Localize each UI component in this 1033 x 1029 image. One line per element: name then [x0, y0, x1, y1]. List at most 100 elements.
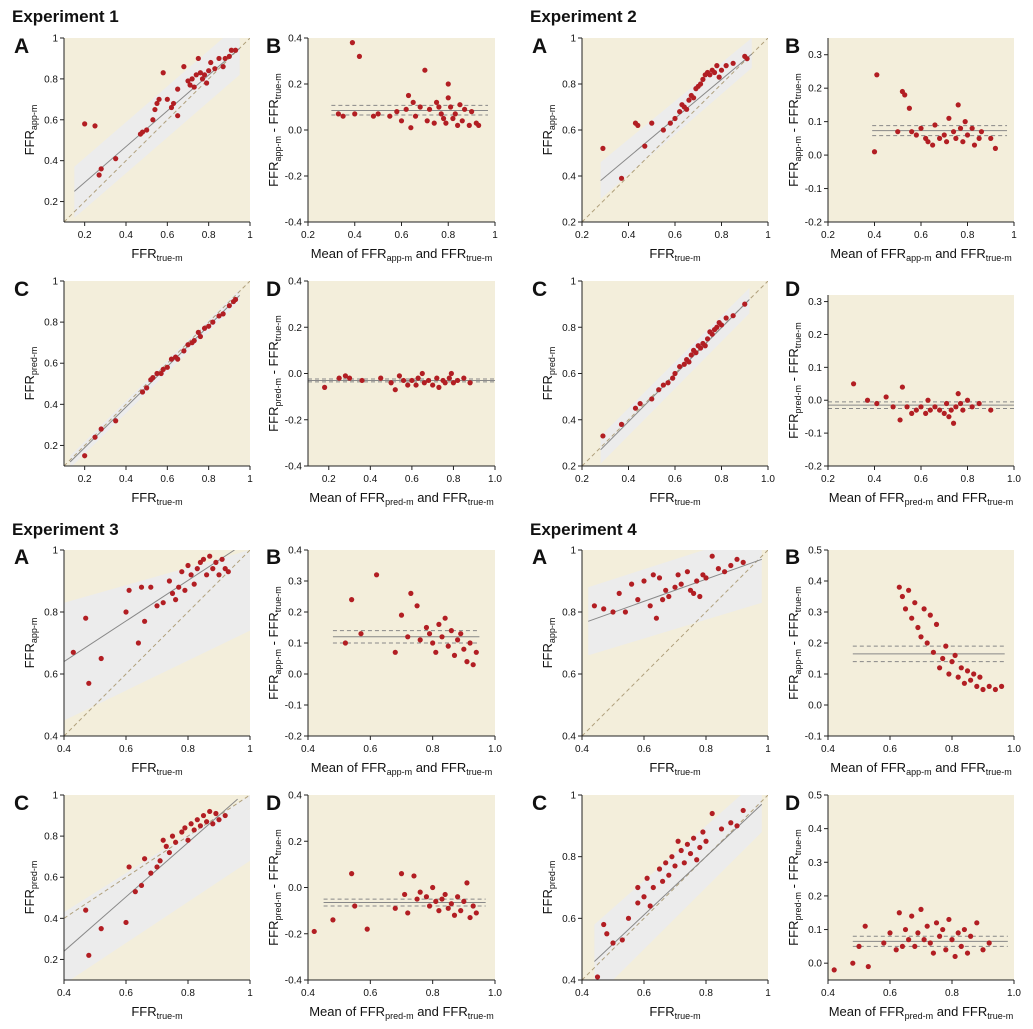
exp2-b-data-point [971, 142, 978, 148]
exp2-d-data-point [941, 410, 947, 416]
exp4-b-label-part: app-m [906, 767, 932, 777]
exp4-a-data-point [647, 603, 653, 609]
exp1-b-data-point [433, 99, 440, 105]
exp4-b-label-part: - FFR [786, 612, 801, 649]
exp3-a-label-part: FFR [22, 643, 37, 668]
exp1-b-y-tick-label: 0.0 [288, 126, 302, 137]
experiment-2-title: Experiment 2 [530, 7, 637, 26]
exp1-b-data-point [387, 113, 393, 119]
exp3-a-data-point [179, 569, 185, 575]
exp1-d-data-point [450, 380, 457, 386]
exp3-a-x-tick-label: 1 [247, 744, 253, 755]
exp4-d-x-axis-label: Mean of FFRpred-m and FFRtrue-m [829, 1004, 1014, 1021]
exp1-a-label-part: FFR [131, 246, 156, 261]
exp1-a-y-axis-label: FFRapp-m [22, 105, 39, 156]
exp4-b-data-point [961, 680, 968, 686]
exp2-d-data-point [976, 400, 982, 407]
exp3-a-fit-line [64, 550, 235, 663]
exp1-c-x-tick-label: 0.8 [202, 474, 216, 485]
exp1-d-data-point [396, 373, 403, 379]
exp1-a-data-point [160, 70, 166, 76]
exp2-a-y-tick-label: 0.8 [562, 80, 576, 91]
exp3-d-data-point [417, 889, 423, 895]
exp4-b-x-tick-label: 0.6 [883, 744, 897, 755]
exp2-c-data-point [656, 387, 662, 393]
exp2-d-data-point [953, 404, 959, 410]
exp4-c-data-point [663, 860, 669, 866]
exp3-a-data-point [191, 581, 197, 587]
exp3-b-label-part: true-m [466, 767, 492, 777]
exp3-c-data-point [204, 819, 210, 825]
exp4-d-data-point [986, 940, 992, 946]
exp2-d-data-point [923, 410, 929, 416]
exp3-b-x-tick-label: 1.0 [488, 744, 502, 755]
exp2-d-x-tick-label: 0.6 [914, 474, 928, 485]
exp3-c-data-point [188, 821, 194, 827]
exp2-d-data-point [960, 407, 966, 413]
exp2-b-data-point [976, 135, 982, 141]
exp1-d-label-part: - FFR [266, 341, 281, 378]
exp4-a-data-point [591, 603, 598, 609]
exp1-b-data-point [459, 118, 465, 124]
exp2-d-data-point [864, 397, 871, 403]
exp2-b-data-point [913, 132, 919, 138]
exp1-c-label-part: FFR [22, 375, 37, 400]
exp2-d-data-point [899, 384, 906, 390]
exp1-d-label-part: pred-m [273, 378, 283, 407]
exp2-b-data-point [988, 135, 994, 141]
exp2-d-label-part: FFR [786, 414, 801, 439]
exp2-b-x-tick-label: 1 [1011, 230, 1017, 241]
exp1-b-plot-area [308, 38, 495, 222]
exp1-b-data-point [436, 104, 442, 110]
exp2-c-x-axis-label: FFRtrue-m [649, 490, 700, 507]
exp1-c-label-part: FFR [131, 490, 156, 505]
exp1-a-label-part: true-m [157, 253, 183, 263]
exp1-b-data-point [447, 104, 454, 110]
exp2-d-y-tick-label: 0.2 [808, 330, 822, 341]
exp3-b-y-tick-label: -0.1 [285, 701, 303, 712]
exp1-b-data-point [375, 111, 381, 117]
exp3-b-data-point [473, 649, 479, 655]
exp3-a-x-tick-label: 0.8 [181, 744, 195, 755]
exp2-b-y-tick-label: 0.0 [808, 151, 822, 162]
exp3-c-data-point [126, 864, 132, 870]
exp1-d-label-part: pred-m [385, 497, 414, 507]
exp1-a-x-tick-label: 0.2 [78, 230, 92, 241]
exp4-c-data-point [644, 875, 650, 881]
exp2-d-data-point [969, 404, 975, 410]
exp1-b-data-point [438, 111, 444, 117]
exp1-d-x-tick-label: 0.4 [363, 474, 377, 485]
exp4-b-data-point [943, 643, 949, 649]
exp4-b-y-tick-label: 0.1 [808, 670, 822, 681]
exp3-d-data-point [423, 894, 430, 900]
exp4-d-data-point [856, 943, 862, 949]
exp2-a-x-tick-label: 0.4 [622, 230, 636, 241]
exp1-b-data-point [457, 102, 463, 108]
exp2-b-x-tick-label: 0.4 [868, 230, 882, 241]
exp3-a-data-point [160, 600, 166, 606]
exp2-b-label-part: Mean of FFR [830, 246, 906, 261]
exp3-a-data-point [123, 609, 129, 615]
exp3-d-data-point [458, 908, 464, 914]
exp1-d-data-point [359, 377, 365, 384]
exp2-b-x-axis-label: Mean of FFRapp-m and FFRtrue-m [830, 246, 1012, 263]
exp3-d-data-point [398, 871, 405, 877]
exp1-b-data-point [445, 95, 451, 101]
exp1-b-data-point [455, 122, 461, 128]
exp1-a-data-point [150, 117, 156, 123]
exp1-b-data-point [412, 113, 419, 119]
exp4-b-data-point [906, 587, 912, 593]
exp1-a-data-point [92, 123, 98, 129]
exp1-d-data-point [421, 380, 427, 386]
exp1-panel-letter-d: D [266, 278, 281, 301]
exp4-d-y-tick-label: 0.5 [808, 791, 822, 802]
exp3-panel-letter-b: B [266, 546, 281, 569]
exp4-a-data-point [678, 581, 684, 587]
exp3-c-label-part: true-m [157, 1011, 183, 1021]
exp4-b-data-point [924, 640, 930, 646]
exp1-c-data-point [226, 303, 232, 309]
exp2-c-x-tick-label: 0.2 [575, 474, 589, 485]
exp4-a-prediction-band [588, 550, 762, 656]
exp4-c-label-part: pred-m [547, 861, 557, 890]
